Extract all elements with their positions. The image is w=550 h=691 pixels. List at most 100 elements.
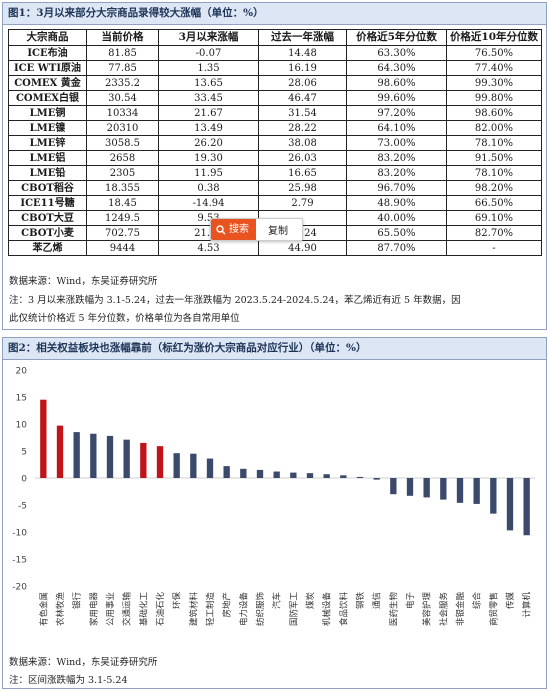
y-tick-label: -20 [12,583,27,593]
bar [56,425,64,478]
table-header-row: 大宗商品 当前价格 3月以来涨幅 过去一年涨幅 价格近5年分位数 价格近10年分… [8,29,542,46]
table-cell: 64.10% [346,120,447,136]
table-cell: 99.80% [446,90,542,106]
figure1-note-line2: 此仅统计价格近 5 年分位数，价格单位为各自常用单位 [9,313,240,324]
table-cell: 48.90% [346,195,447,211]
table-cell: 87.70% [346,240,447,256]
table-row: LME镍 20310 13.49 28.22 64.10% 82.00% [8,120,542,136]
table-row: LME铅 2305 11.95 16.65 83.20% 78.10% [8,165,542,181]
x-tick-label: 传媒 [505,592,516,610]
commodity-name-cell: ICE布油 [8,45,87,61]
table-cell: 25.98 [258,180,347,196]
table-cell: - [446,240,542,256]
table-cell: 18.355 [86,180,159,196]
table-cell: 4.53 [158,240,259,256]
y-tick-label: 0 [21,475,27,485]
table-cell: 78.10% [446,165,542,181]
table-cell: 13.65 [158,75,259,91]
search-button[interactable]: 搜索 [211,219,256,240]
commodity-table: 大宗商品 当前价格 3月以来涨幅 过去一年涨幅 价格近5年分位数 价格近10年分… [8,29,542,256]
table-cell: 73.00% [346,135,447,151]
x-tick-label: 国防军工 [288,592,299,627]
bar-chart-svg: -20 -15 -10 -5 0 5 10 15 20 有色金属 农林牧渔 银行 家用电器 公用事业 交通运… [12,367,535,627]
x-tick-label: 非银金融 [455,592,466,627]
table-cell: 13.49 [158,120,259,136]
x-tick-label: 石油石化 [155,592,166,627]
figure2-title: 图2：相关权益板块也涨幅靠前（标红为涨价大宗商品对应行业）（单位：%） [3,338,546,360]
table-row: LME铜 10334 21.67 31.54 97.20% 98.60% [8,105,542,121]
table-cell: 65.50% [346,225,447,241]
table-cell: 97.20% [346,105,447,121]
table-row: COMEX白银 30.54 33.45 46.47 99.60% 99.80% [8,90,542,106]
bar [190,453,197,478]
bar [340,475,347,478]
commodity-name-cell: CBOT大豆 [8,210,87,226]
x-tick-label: 美容护理 [422,592,433,627]
table-cell: 10334 [86,105,159,121]
table-cell: 31.54 [258,105,347,121]
x-tick-label: 钢铁 [355,592,366,610]
commodity-name-cell: CBOT小麦 [8,225,87,241]
table-header-cell: 当前价格 [86,29,159,46]
x-tick-label: 轻工制造 [205,592,216,627]
table-cell: 2305 [86,165,159,181]
x-tick-label: 计算机 [522,592,533,618]
x-tick-label: 商贸零售 [488,592,499,626]
table-body: ICE布油 81.85 -0.07 14.48 63.30% 76.50% ICE WTI原… [8,45,542,256]
table-cell: 2.79 [258,195,347,211]
x-tick-label: 银行 [72,592,83,610]
bar [123,439,130,478]
bar [406,478,414,496]
bar [440,478,447,500]
figure2-panel: 图2：相关权益板块也涨幅靠前（标红为涨价大宗商品对应行业）（单位：%） -20-… [2,337,547,689]
bar [173,453,180,478]
bar [523,478,530,536]
figure1-source: 数据来源：Wind，东吴证券研究所 [9,276,158,287]
table-cell: 78.10% [446,135,542,151]
table-header-cell: 价格近10年分位数 [446,29,542,46]
table-row: LME铝 2658 19.30 26.03 83.20% 91.50% [8,150,542,166]
table-cell: 19.30 [158,150,259,166]
x-tick-label: 建筑材料 [188,592,199,627]
x-tick-label: 电力设备 [238,592,249,627]
table-cell: 76.50% [446,45,542,61]
bar [306,473,314,478]
table-cell: 69.10% [446,210,542,226]
table-cell: 40.00% [346,210,447,226]
bar [206,458,214,478]
table-cell: 82.70% [446,225,542,241]
table-row: ICE11号糖 18.45 -14.94 2.79 48.90% 66.50% [8,195,542,211]
table-cell: 26.20 [158,135,259,151]
y-tick-label: 15 [16,394,27,404]
bar [273,471,280,478]
table-cell: 98.20% [446,180,542,196]
bar [90,433,97,478]
x-tick-label: 基础化工 [138,592,149,627]
x-tick-label: 环保 [172,592,183,610]
table-row: CBOT稻谷 18.355 0.38 25.98 96.70% 98.20% [8,180,542,196]
bar [290,472,297,478]
bar [373,478,380,480]
table-header-cell: 价格近5年分位数 [346,29,447,46]
table-cell: 64.30% [346,60,447,76]
table-cell: 16.65 [258,165,347,181]
copy-button[interactable]: 复制 [268,226,288,237]
bar [73,432,80,478]
table-cell: 63.30% [346,45,447,61]
table-cell: 21.67 [158,105,259,121]
table-cell: 9444 [86,240,159,256]
table-cell: 91.50% [446,150,542,166]
search-label: 搜索 [229,224,249,235]
commodity-name-cell: COMEX 黄金 [8,75,87,91]
table-cell: 28.22 [258,120,347,136]
bar [506,478,514,531]
table-row: COMEX 黄金 2335.2 13.65 28.06 98.60% 99.30% [8,75,542,91]
table-cell: 98.60% [346,75,447,91]
table-cell: 33.45 [158,90,259,106]
figure1-panel: 图1：3月以来部分大宗商品录得较大涨幅（单位：%） 大宗商品 当前价格 3月以来… [2,2,547,330]
table-cell: 30.54 [86,90,159,106]
table-cell: 1249.5 [86,210,159,226]
table-cell: 18.45 [86,195,159,211]
table-cell: 0.38 [158,180,259,196]
table-cell: 77.85 [86,60,159,76]
